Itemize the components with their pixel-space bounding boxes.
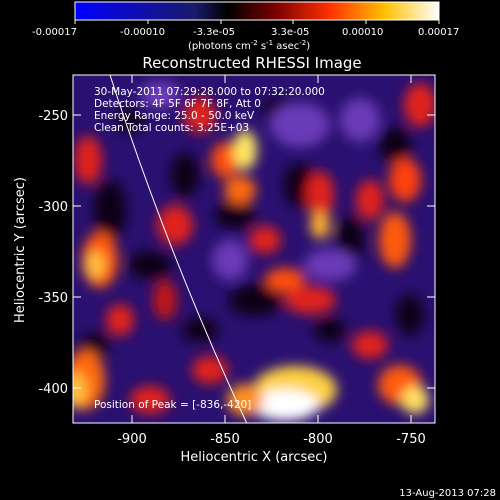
plot-axes (72, 74, 436, 424)
image-area: 30-May-2011 07:29:28.000 to 07:32:20.000… (73, 75, 435, 423)
solar-limb-curve (109, 75, 248, 423)
render-timestamp: 13-Aug-2013 07:28 (399, 488, 496, 499)
x-tick-label: -750 (396, 432, 426, 447)
y-tick-labels: -250 -300 -350 -400 (38, 109, 68, 397)
colorbar-tick-label: 0.00017 (418, 27, 459, 38)
y-tick-label: -300 (38, 200, 68, 215)
colorbar-tick-label: -0.00010 (120, 27, 165, 38)
x-tick-label: -850 (210, 432, 240, 447)
x-tick-labels: -900 -850 -800 -750 (117, 432, 426, 447)
y-tick-label: -400 (38, 382, 68, 397)
x-tick-label: -800 (303, 432, 333, 447)
colorbar-tick-label: 3.3e-05 (271, 27, 309, 38)
y-tick-label: -350 (38, 291, 68, 306)
info-line: Energy Range: 25.0 - 50.0 keV (94, 110, 255, 122)
y-tick-label: -250 (38, 109, 68, 124)
emission-map (73, 81, 435, 421)
colorbar-units: (photons cm-2 s-1 asec-2) (188, 39, 310, 52)
colorbar-ticks (74, 20, 440, 24)
info-line: Clean Total counts: 3.25E+03 (94, 122, 249, 134)
x-axis-title: Heliocentric X (arcsec) (181, 450, 328, 465)
colorbar: -0.00017 -0.00010 -3.3e-05 3.3e-05 0.000… (32, 1, 459, 52)
plot-title: Reconstructed RHESSI Image (142, 54, 361, 72)
x-tick-label: -900 (117, 432, 147, 447)
peak-position-label: Position of Peak = [-836,-420] (94, 399, 251, 411)
y-axis-title: Heliocentric Y (arcsec) (13, 177, 28, 323)
colorbar-tick-label: 0.00010 (342, 27, 383, 38)
colorbar-gradient (74, 1, 440, 21)
info-line: 30-May-2011 07:29:28.000 to 07:32:20.000 (94, 86, 325, 98)
info-line: Detectors: 4F 5F 6F 7F 8F, Att 0 (94, 98, 261, 110)
observation-info: 30-May-2011 07:29:28.000 to 07:32:20.000… (94, 86, 325, 134)
colorbar-tick-label: -3.3e-05 (193, 27, 235, 38)
colorbar-tick-label: -0.00017 (32, 27, 77, 38)
